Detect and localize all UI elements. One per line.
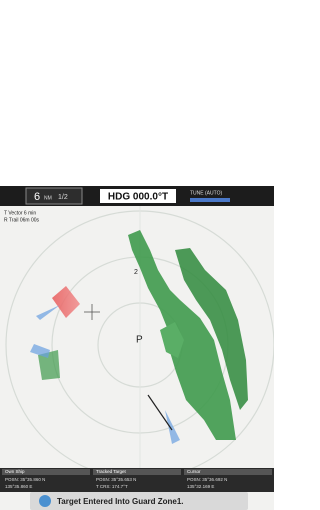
panel-line: POSN: 35°36.692 N — [187, 477, 227, 482]
trail-label: R Trail 06m 00s — [4, 217, 40, 223]
range-sub: 1/2 — [58, 194, 68, 201]
panel-title: Own Ship — [5, 469, 25, 474]
vector-label: T Vector 6 min — [4, 210, 36, 216]
tune-label: TUNE (AUTO) — [190, 190, 222, 196]
panel-line: POSN: 35°35.653 N — [96, 477, 136, 482]
alert-icon — [39, 495, 51, 507]
range-value: 6 — [34, 191, 40, 203]
panel-title: Cursor — [187, 469, 201, 474]
panel-line: 135°32.169 E — [187, 484, 214, 489]
panel-title: Tracked Target — [96, 469, 127, 474]
panel-line: 135°35.860 E — [5, 484, 32, 489]
page: {"header":{"range_value":"6","range_unit… — [0, 0, 274, 510]
range-unit: NM — [44, 195, 52, 201]
tune-bar — [190, 198, 230, 202]
panel-line: POSN: 35°35.860 N — [5, 477, 45, 482]
heading: HDG 000.0°T — [108, 192, 168, 203]
alert-text: Target Entered Into Guard Zone1. — [57, 497, 184, 506]
own-ship: P — [136, 335, 143, 346]
panel-line: T CRS: 174.7°T — [96, 484, 128, 489]
ring-label: 2 — [134, 269, 138, 276]
screen: P 2 6 NM 1/2 HDG 000.0°T TUNE (AUTO) T V… — [0, 0, 274, 510]
